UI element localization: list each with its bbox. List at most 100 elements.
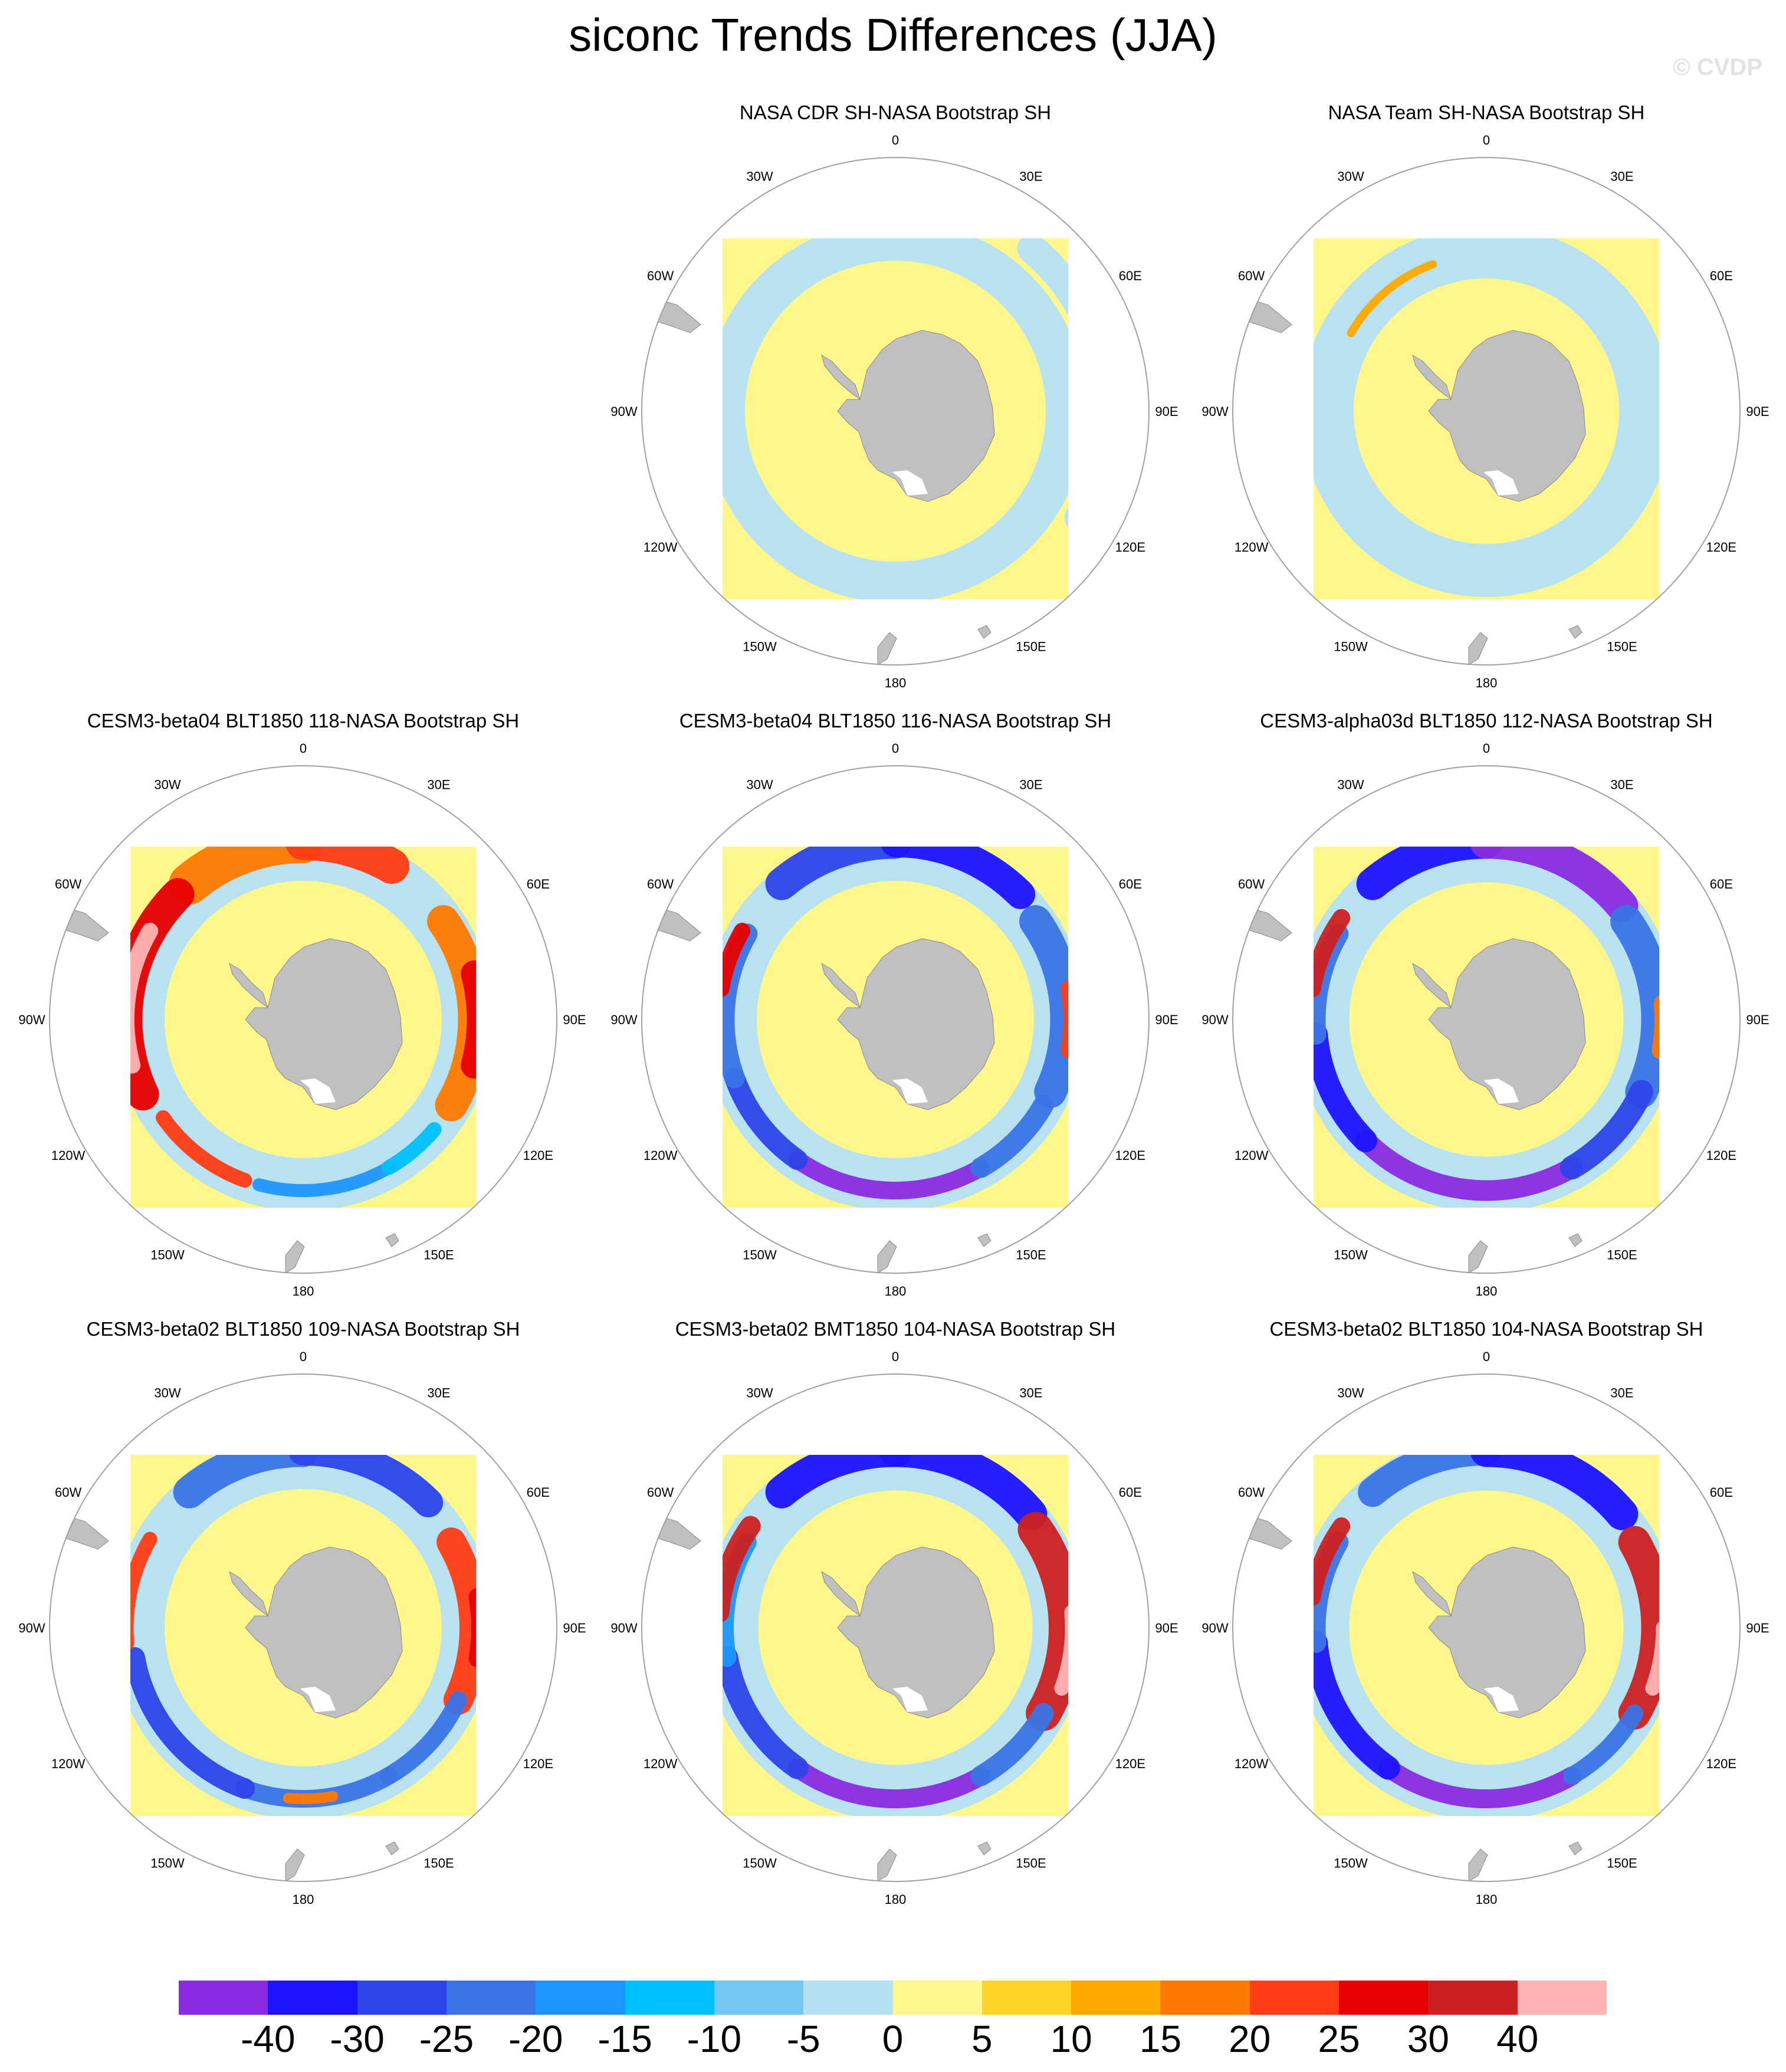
longitude-label: 90W xyxy=(1201,1012,1228,1027)
tasmania-land xyxy=(977,1233,992,1247)
trend-band xyxy=(1378,1758,1581,1808)
longitude-label: 90W xyxy=(610,1012,637,1027)
colorbar-label: 5 xyxy=(971,2018,993,2060)
longitude-label: 90E xyxy=(1746,404,1769,419)
longitude-label: 0 xyxy=(892,741,899,756)
longitude-label: 150E xyxy=(1607,1247,1637,1262)
longitude-label: 30W xyxy=(746,778,773,792)
antarctica-land xyxy=(837,938,995,1110)
longitude-label: 60E xyxy=(527,1485,550,1500)
longitude-label: 30W xyxy=(154,1386,180,1401)
longitude-label: 60E xyxy=(1119,1485,1142,1500)
longitude-label: 120E xyxy=(1115,1756,1145,1771)
longitude-label: 120W xyxy=(51,1756,86,1771)
tasmania-land xyxy=(1568,1841,1583,1855)
colorbar: -40 -30 -25 -20 -15 -10 -5 0 5 10 15 20 25 30 40 xyxy=(179,1981,1607,2069)
colorbar-swatch xyxy=(1249,1981,1340,2015)
longitude-label: 0 xyxy=(1483,133,1490,147)
longitude-label: 0 xyxy=(892,1349,899,1364)
polar-map: 0 30E 60E 90E 120E 150E 180 150W 120W 90W 60W 30W xyxy=(18,1349,586,1907)
longitude-label: 60W xyxy=(55,877,81,891)
trend-band xyxy=(787,1758,990,1808)
longitude-label: 180 xyxy=(293,1284,314,1299)
trend-band xyxy=(1563,1704,1644,1785)
trend-band xyxy=(1054,1605,1068,1696)
longitude-label: 0 xyxy=(1483,741,1490,756)
longitude-label: 0 xyxy=(300,1349,307,1364)
map-panel-6: CESM3-beta02 BLT1850 109-NASA Bootstrap … xyxy=(8,1318,598,1908)
ice-shelf xyxy=(892,470,928,496)
trend-band xyxy=(1470,1455,1639,1530)
antarctica-land xyxy=(245,938,403,1110)
longitude-label: 120W xyxy=(1235,1148,1269,1163)
trend-band xyxy=(283,1791,339,1804)
map-panel-3: CESM3-beta04 BLT1850 118-NASA Bootstrap … xyxy=(8,710,598,1300)
longitude-label: 30E xyxy=(1610,1386,1633,1401)
colorbar-swatch xyxy=(1160,1981,1250,2015)
trend-band xyxy=(252,1161,395,1197)
panel-title: NASA CDR SH-NASA Bootstrap SH xyxy=(739,101,1052,123)
map-panel-7: CESM3-beta02 BMT1850 104-NASA Bootstrap … xyxy=(600,1318,1190,1908)
longitude-label: 120E xyxy=(1706,1756,1736,1771)
longitude-label: 30E xyxy=(427,1386,450,1401)
colorbar-label: -20 xyxy=(508,2018,563,2060)
longitude-label: 120W xyxy=(1235,1756,1269,1771)
antarctica-land xyxy=(245,1546,403,1719)
colorbar-label: 40 xyxy=(1496,2018,1539,2060)
new-zealand-land xyxy=(1468,1240,1488,1273)
trend-band xyxy=(724,1067,808,1171)
trend-band xyxy=(1356,847,1503,900)
south-america-land xyxy=(1236,904,1292,942)
new-zealand-land xyxy=(285,1240,305,1273)
credit-watermark: © CVDP xyxy=(1673,54,1762,80)
antarctica-land xyxy=(1428,938,1586,1110)
panel-title: CESM3-beta02 BLT1850 104-NASA Bootstrap … xyxy=(1269,1318,1703,1340)
antarctica-land xyxy=(229,962,268,1009)
longitude-label: 150W xyxy=(1334,1855,1368,1870)
colorbar-label: 20 xyxy=(1229,2018,1271,2060)
trend-band xyxy=(1017,238,1068,532)
colorbar-label: -40 xyxy=(241,2018,296,2060)
longitude-label: 30E xyxy=(1610,169,1633,184)
longitude-label: 60E xyxy=(1710,1485,1733,1500)
longitude-label: 90W xyxy=(1201,1621,1228,1635)
trend-band xyxy=(1061,979,1068,1060)
longitude-label: 0 xyxy=(300,741,307,756)
map-panel-4: CESM3-beta04 BLT1850 116-NASA Bootstrap … xyxy=(600,710,1190,1300)
antarctica-land xyxy=(821,354,861,401)
longitude-label: 150W xyxy=(743,1855,777,1870)
trend-band xyxy=(1358,1455,1501,1507)
colorbar-label: -30 xyxy=(330,2018,385,2060)
trend-band xyxy=(285,847,409,884)
trend-band xyxy=(288,1455,444,1517)
polar-map: 0 30E 60E 90E 120E 150E 180 150W 120W 90W 60W 30W xyxy=(610,133,1178,690)
longitude-label: 150E xyxy=(1607,639,1637,654)
panel-title: CESM3-alpha03d BLT1850 112-NASA Bootstra… xyxy=(1260,710,1713,732)
longitude-label: 90E xyxy=(1155,1012,1178,1027)
longitude-label: 90E xyxy=(1746,1012,1769,1027)
colorbar-swatch xyxy=(1339,1981,1429,2015)
longitude-label: 60W xyxy=(647,1485,674,1500)
colorbar-label: 0 xyxy=(882,2018,904,2060)
longitude-label: 150E xyxy=(423,1247,454,1262)
trend-band xyxy=(381,1122,442,1175)
longitude-label: 90E xyxy=(1155,404,1178,419)
map-panel-5: CESM3-alpha03d BLT1850 112-NASA Bootstra… xyxy=(1191,710,1781,1300)
tasmania-land xyxy=(977,625,992,639)
panel-title: CESM3-beta04 BLT1850 118-NASA Bootstrap … xyxy=(87,710,520,732)
longitude-label: 150E xyxy=(1016,1247,1046,1262)
south-america-land xyxy=(645,904,701,942)
longitude-label: 120E xyxy=(1706,1148,1736,1163)
longitude-label: 60E xyxy=(1710,877,1733,891)
trend-band xyxy=(723,1646,809,1779)
trend-band xyxy=(723,923,751,997)
longitude-label: 150W xyxy=(150,1247,185,1262)
longitude-label: 60W xyxy=(647,877,674,891)
map-boundary-circle xyxy=(1232,765,1741,1274)
trend-band xyxy=(173,1455,320,1509)
trend-band xyxy=(723,238,1068,599)
polar-map: 0 30E 60E 90E 120E 150E 180 150W 120W 90W 60W 30W xyxy=(1201,1349,1769,1907)
colorbar-label: -25 xyxy=(419,2018,474,2060)
ice-shelf xyxy=(892,1687,928,1712)
ice-shelf xyxy=(300,1687,336,1712)
